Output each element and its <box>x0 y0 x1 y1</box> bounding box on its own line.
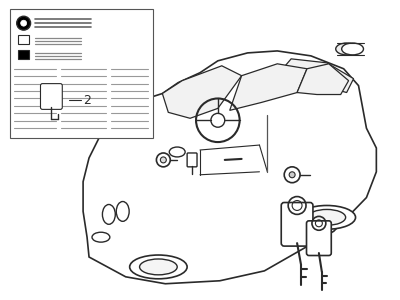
Ellipse shape <box>169 147 185 157</box>
Ellipse shape <box>336 43 358 55</box>
Bar <box>18 35 29 44</box>
Ellipse shape <box>92 232 110 242</box>
FancyBboxPatch shape <box>306 221 331 256</box>
Ellipse shape <box>102 205 115 224</box>
Polygon shape <box>297 64 349 94</box>
Ellipse shape <box>116 202 129 221</box>
Polygon shape <box>279 59 354 92</box>
Ellipse shape <box>140 259 177 275</box>
Circle shape <box>156 153 170 167</box>
FancyBboxPatch shape <box>40 84 62 110</box>
Polygon shape <box>83 51 376 284</box>
FancyBboxPatch shape <box>187 153 197 167</box>
Circle shape <box>160 157 166 163</box>
Ellipse shape <box>308 209 346 225</box>
Circle shape <box>21 20 27 26</box>
Ellipse shape <box>298 206 356 229</box>
Polygon shape <box>230 64 307 110</box>
Circle shape <box>17 16 30 30</box>
Circle shape <box>284 167 300 183</box>
Bar <box>18 50 29 59</box>
Ellipse shape <box>342 43 364 55</box>
FancyBboxPatch shape <box>281 202 313 246</box>
Bar <box>10 9 154 138</box>
Text: 2: 2 <box>83 94 91 107</box>
Ellipse shape <box>130 255 187 279</box>
Circle shape <box>289 172 295 178</box>
Polygon shape <box>162 66 242 118</box>
